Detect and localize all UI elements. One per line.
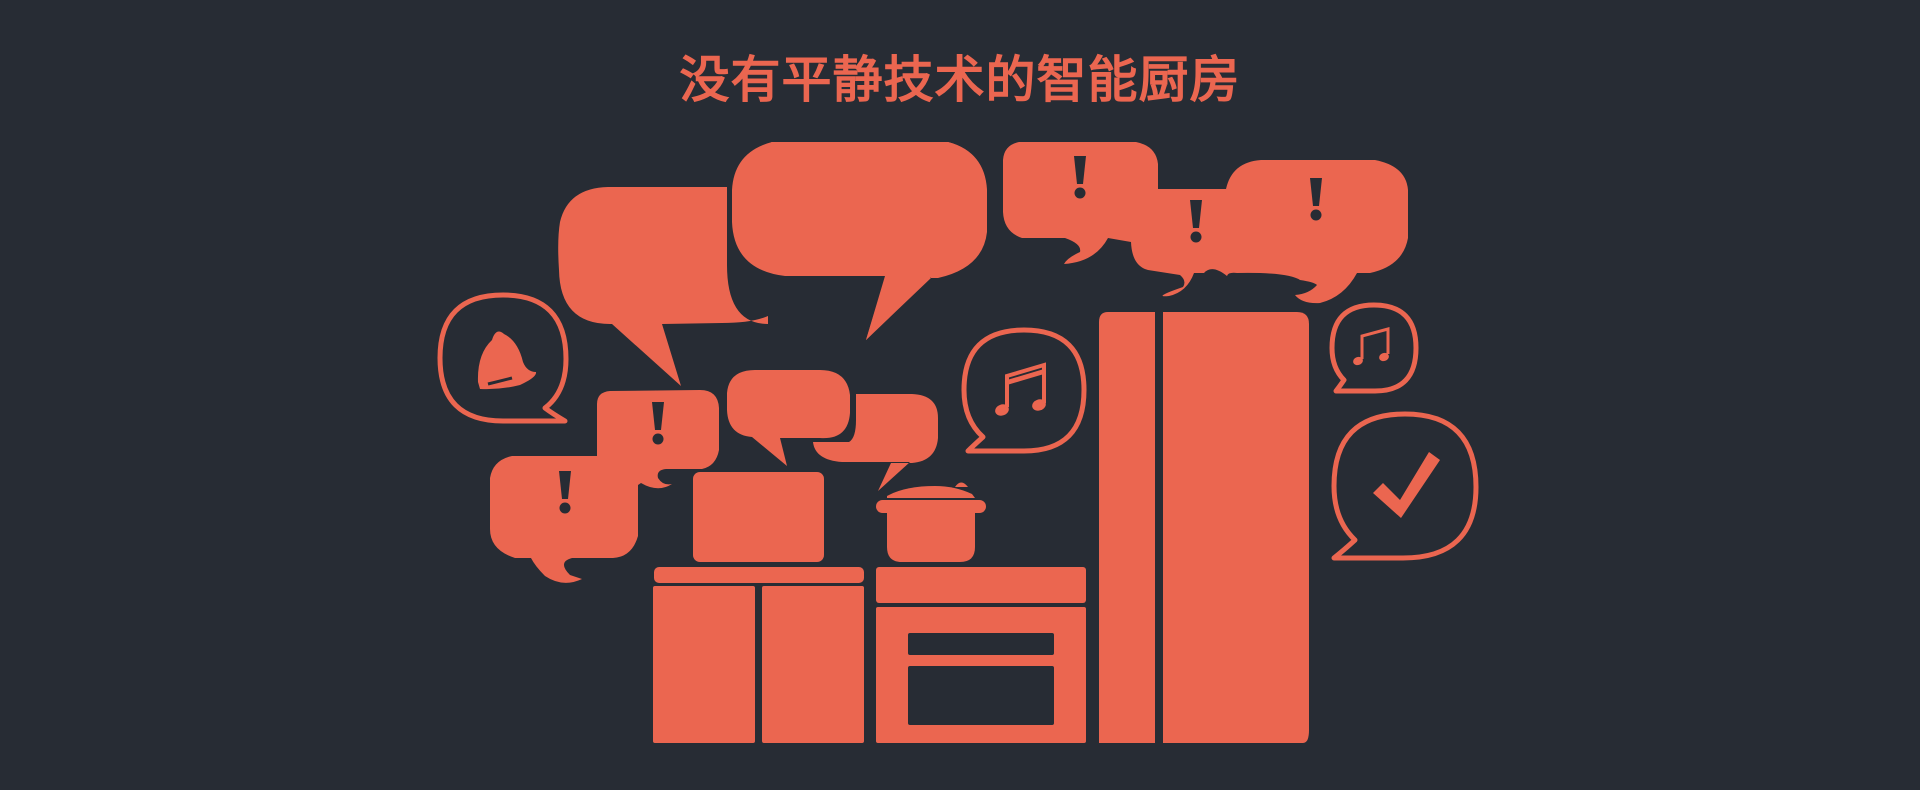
microwave xyxy=(693,472,824,562)
speech-bubble xyxy=(1003,142,1408,304)
check-icon xyxy=(1373,452,1440,518)
check-bubble xyxy=(1331,411,1479,561)
page-title: 没有平静技术的智能厨房 xyxy=(679,51,1241,109)
kitchen-cabinet xyxy=(653,567,864,743)
bell-icon xyxy=(477,331,537,390)
speech-bubble xyxy=(813,394,938,491)
cooking-pot xyxy=(876,482,986,562)
music-bubble xyxy=(1329,302,1419,394)
music-note-icon xyxy=(995,362,1046,416)
bell-bubble xyxy=(437,292,569,424)
speech-bubble xyxy=(727,370,850,466)
speech-bubbles xyxy=(558,142,987,491)
stove-oven xyxy=(876,567,1086,743)
speech-bubble xyxy=(558,187,768,386)
refrigerator xyxy=(1099,312,1309,743)
appliances xyxy=(653,312,1309,743)
speech-bubble xyxy=(732,142,987,340)
music-note-icon xyxy=(1353,327,1390,366)
calm-notifications xyxy=(437,292,1479,561)
music-bubble xyxy=(961,327,1087,454)
